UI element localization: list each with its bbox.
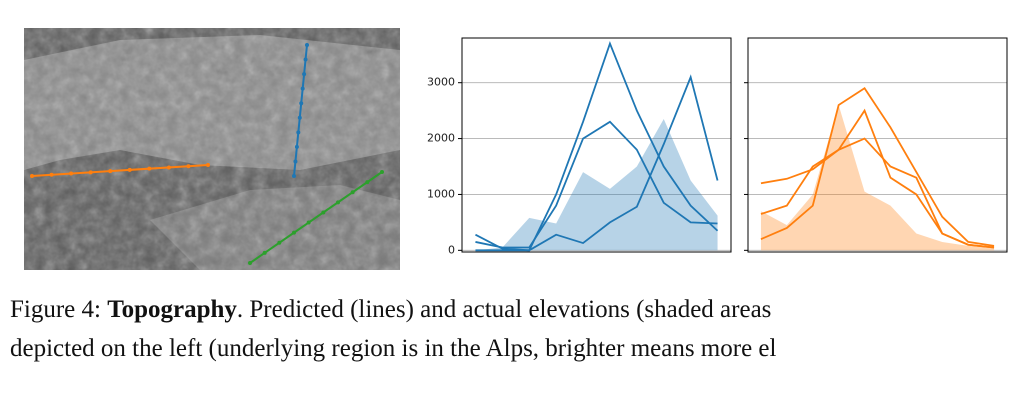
line [760, 87, 995, 247]
caption-line-2: depicted on the left (underlying region … [10, 335, 777, 362]
y-tick-label: 0 [448, 243, 455, 256]
axes-frame [747, 37, 1008, 253]
transect-dot [69, 171, 74, 176]
transect-dot [300, 86, 305, 91]
line [475, 74, 719, 252]
transect-dot [380, 170, 384, 174]
transect-dot [321, 210, 326, 215]
transect-dot [49, 172, 54, 177]
line [760, 108, 995, 249]
transect-blue [293, 44, 308, 177]
transect-dot [293, 159, 298, 164]
y-tick-label: 3000 [427, 76, 455, 89]
map [24, 28, 400, 270]
transect-dot [296, 130, 301, 135]
transect-dot [303, 57, 308, 62]
line [475, 120, 718, 249]
caption-label: Figure 4: [10, 296, 101, 323]
transect-dot [306, 220, 311, 225]
transect-dot [277, 240, 282, 245]
transect-dot [292, 174, 296, 178]
y-tick-label: 1000 [427, 187, 455, 200]
transect-orange [31, 164, 209, 177]
transect-green [249, 171, 383, 264]
transect-dot [147, 166, 152, 171]
transect-dot [186, 164, 191, 169]
caption-text: . Predicted (lines) and actual elevation… [237, 296, 772, 323]
caption-title: Topography [107, 296, 237, 323]
transect-dot [294, 144, 299, 149]
caption-line-1: Figure 4: Topography. Predicted (lines) … [10, 296, 771, 323]
transect-dot [248, 261, 252, 265]
transect-dot [30, 174, 34, 178]
transect-dot [297, 115, 302, 120]
transect-dot [350, 190, 355, 195]
transect-dot [305, 43, 309, 47]
y-tick-label: 2000 [427, 132, 455, 145]
area [760, 105, 995, 251]
transect-dot [206, 163, 210, 167]
transect-dot [108, 169, 113, 174]
transect-dot [88, 170, 93, 175]
transect-dot [262, 250, 267, 255]
transect-dot [127, 167, 132, 172]
transect-dot [292, 230, 296, 235]
transect-dot [336, 200, 340, 205]
transect-dot [166, 165, 171, 170]
axes-frame [461, 37, 732, 253]
transect-dot [302, 72, 307, 77]
transect-dot [365, 180, 370, 185]
transect-dot [299, 101, 304, 106]
